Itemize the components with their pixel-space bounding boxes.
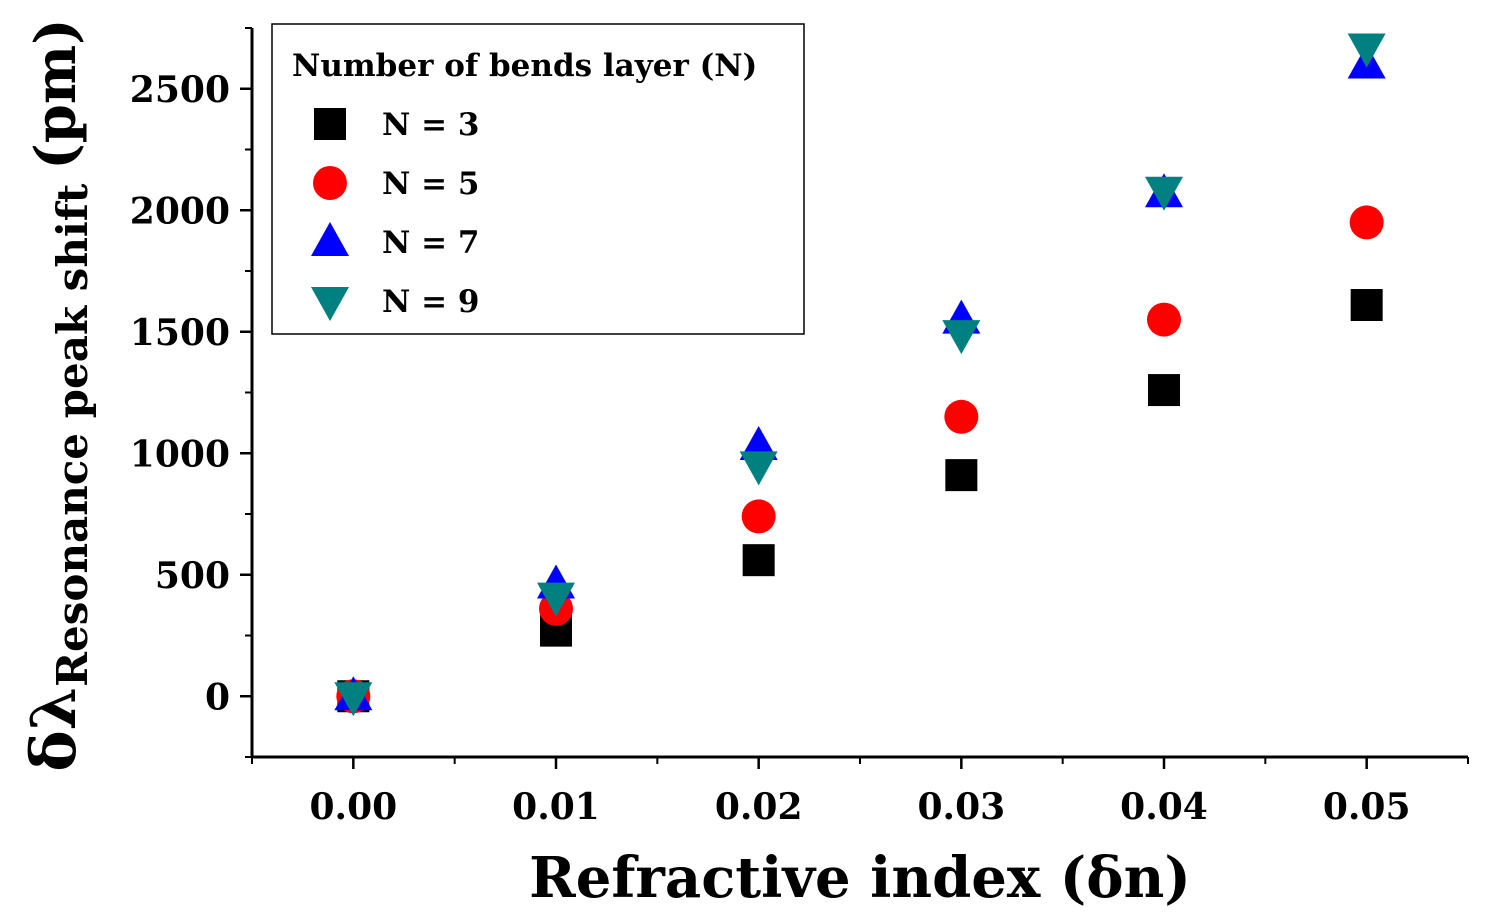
data-point: [537, 582, 575, 617]
x-ticks: 0.00 0.01 0.02 0.03 0.04 0.05: [251, 757, 1469, 828]
data-markers: [334, 33, 1386, 717]
y-ticks: 0 500 1000 1500 2000 2500: [130, 27, 252, 758]
y-axis-title-symbol: δλ: [17, 687, 90, 772]
legend-marker: [311, 287, 349, 321]
legend-label: N = 7: [382, 225, 479, 261]
x-tick-label: 0.05: [1323, 786, 1411, 828]
data-point: [1347, 33, 1386, 68]
y-tick-label: 2000: [130, 190, 230, 232]
data-point: [945, 459, 978, 492]
y-axis-title: δλResonance peak shift (pm): [17, 18, 97, 771]
data-point: [1148, 374, 1180, 407]
legend-label: N = 5: [382, 166, 479, 202]
series-1: [337, 289, 1383, 713]
y-tick-label: 2500: [130, 69, 230, 111]
data-point: [1147, 302, 1181, 337]
data-point: [944, 399, 979, 434]
y-axis-title-subscript: Resonance peak shift: [48, 183, 97, 687]
legend: Number of bends layer (N) N = 3 N = 5 N = …: [271, 23, 805, 335]
data-point: [741, 499, 776, 534]
x-tick-label: 0.04: [1120, 786, 1208, 828]
x-tick-label: 0.01: [512, 786, 600, 828]
series-4: [334, 33, 1386, 717]
data-point: [1350, 289, 1383, 322]
data-point: [739, 451, 778, 486]
x-tick-label: 0.00: [309, 786, 397, 828]
svg-text:δλResonance peak shift(pm): δλResonance peak shift (pm): [17, 18, 97, 771]
y-axis-title-unit: (pm): [23, 18, 89, 169]
y-tick-label: 0: [205, 676, 230, 718]
data-point: [1145, 176, 1183, 211]
y-tick-label: 500: [155, 555, 230, 597]
legend-item: N = 3: [314, 107, 479, 143]
legend-item: N = 7: [311, 222, 479, 261]
legend-item: N = 9: [311, 284, 479, 321]
data-point: [334, 682, 373, 717]
y-tick-label: 1000: [130, 433, 230, 475]
legend-label: N = 9: [382, 284, 479, 320]
x-tick-label: 0.02: [715, 786, 803, 828]
y-tick-label: 1500: [130, 312, 230, 354]
data-point: [1349, 205, 1384, 240]
data-point: [742, 544, 775, 577]
legend-marker: [311, 222, 349, 256]
data-point: [942, 320, 981, 355]
x-tick-label: 0.03: [917, 786, 1005, 828]
legend-marker: [313, 166, 347, 200]
legend-item: N = 5: [313, 166, 479, 202]
legend-label: N = 3: [382, 107, 479, 143]
legend-marker: [314, 108, 346, 140]
x-axis-title: Refractive index (δn): [529, 845, 1191, 911]
legend-box: [271, 23, 805, 335]
legend-title: Number of bends layer (N): [292, 48, 757, 84]
